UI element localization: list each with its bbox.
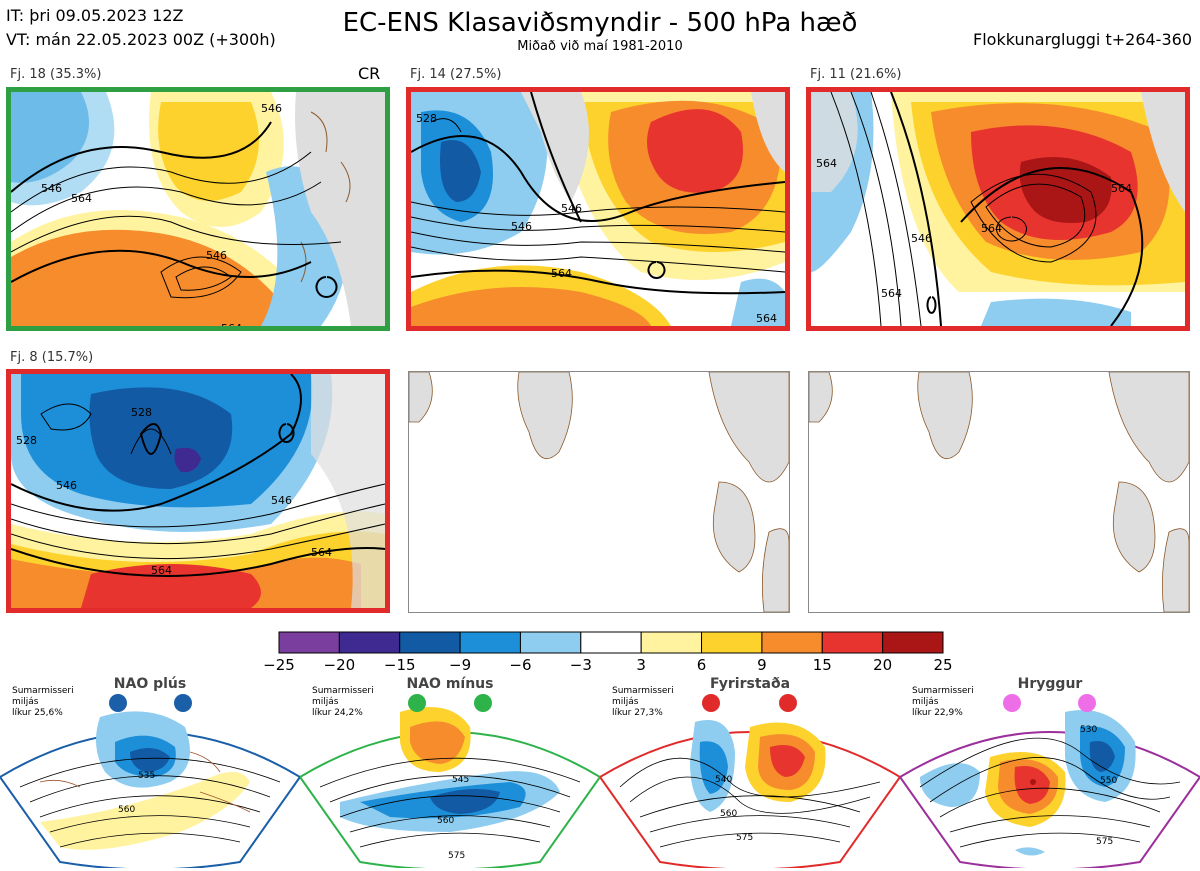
- regime2-dot-1: [408, 694, 426, 712]
- panel4-contour-b: 528: [16, 434, 37, 447]
- regime-nao-plus: 535 560 NAO plús Sumarmisseri miljás lík…: [0, 672, 300, 868]
- colorbar-tick-label: 25: [933, 656, 953, 674]
- regime2-contour-c: 575: [448, 851, 465, 861]
- panel1-contour-a: 564: [71, 192, 92, 205]
- classification-window: Flokkunargluggi t+264-360: [973, 30, 1192, 49]
- colorbar-tick-label: 20: [873, 656, 893, 674]
- regime1-contour-b: 560: [118, 805, 135, 815]
- page-title: EC-ENS Klasaviðsmyndir - 500 hPa hæð: [342, 8, 858, 38]
- regime4-contour-a: 530: [1080, 725, 1097, 735]
- cluster-map-4[interactable]: 528 528 546 546 564 564: [6, 369, 390, 613]
- regime3-dot-2: [779, 694, 797, 712]
- colorbar-segment: [701, 631, 763, 654]
- regime2-dot-2: [474, 694, 492, 712]
- panel4-contour-e: 564: [311, 546, 332, 559]
- regime4-dot-2: [1078, 694, 1096, 712]
- panel4-contour-a: 528: [131, 406, 152, 419]
- panel-label-3: Fj. 11 (21.6%): [810, 67, 902, 82]
- panel3-contour-a: 546: [911, 232, 932, 245]
- page-subtitle: Miðað við maí 1981-2010: [517, 39, 683, 54]
- regime2-note: Sumarmisseri miljás líkur 24,2%: [312, 686, 374, 718]
- regime4-dot-1: [1003, 694, 1021, 712]
- panel-label-2: Fj. 14 (27.5%): [410, 67, 502, 82]
- colorbar-segment: [459, 631, 521, 654]
- colorbar-segment: [338, 631, 401, 654]
- cluster-map-2[interactable]: 528 546 564 546 564: [406, 87, 790, 331]
- panel3-contour-e: 564: [881, 287, 902, 300]
- regime4-name: Hryggur: [1017, 676, 1083, 692]
- colorbar: [278, 631, 944, 654]
- panel4-contour-c: 546: [56, 479, 77, 492]
- regime4-contour-c: 575: [1096, 837, 1113, 847]
- panel-label-1: Fj. 18 (35.3%): [10, 67, 102, 82]
- panel2-contour-d: 546: [561, 202, 582, 215]
- regime1-dot-2: [174, 694, 192, 712]
- regime2-name: NAO mínus: [406, 676, 494, 692]
- colorbar-segment: [399, 631, 461, 654]
- regime1-contour-a: 535: [138, 771, 155, 781]
- colorbar-tick-label: −9: [449, 656, 472, 674]
- colorbar-tick-label: −20: [323, 656, 356, 674]
- panel4-contour-d: 546: [271, 494, 292, 507]
- regime2-contour-a: 545: [452, 775, 469, 785]
- regime1-note: Sumarmisseri miljás líkur 25,6%: [12, 686, 74, 718]
- colorbar-segment: [580, 631, 642, 654]
- colorbar-segment: [821, 631, 884, 654]
- panel2-contour-a: 528: [416, 112, 437, 125]
- panel2-contour-b: 546: [511, 220, 532, 233]
- regime-blocking: 540 560 575 Fyrirstaða Sumarmisseri milj…: [600, 672, 900, 868]
- colorbar-tick-label: 6: [696, 656, 707, 674]
- regime-ridge: 530 550 575 Hryggur Sumarmisseri miljás …: [900, 672, 1200, 868]
- panel3-contour-c: 564: [981, 222, 1002, 235]
- regime3-contour-b: 560: [720, 809, 737, 819]
- regime3-dot-1: [702, 694, 720, 712]
- colorbar-tick-label: −3: [569, 656, 592, 674]
- colorbar-tick-label: −6: [509, 656, 532, 674]
- regime3-note: Sumarmisseri miljás líkur 27,3%: [612, 686, 674, 718]
- panel2-contour-c: 564: [551, 267, 572, 280]
- init-time: IT: þri 09.05.2023 12Z: [6, 6, 184, 25]
- colorbar-tick-label: −25: [263, 656, 295, 674]
- valid-time: VT: mán 22.05.2023 00Z (+300h): [6, 30, 276, 49]
- colorbar-segment: [519, 631, 582, 654]
- empty-map-6: [808, 371, 1190, 613]
- panel-label-4: Fj. 8 (15.7%): [10, 350, 94, 365]
- colorbar-segment: [882, 631, 944, 654]
- colorbar-segment: [761, 631, 823, 654]
- panel3-contour-b: 564: [816, 157, 837, 170]
- regime3-contour-c: 575: [736, 833, 753, 843]
- regime-nao-minus: 545 560 575 NAO mínus Sumarmisseri miljá…: [300, 672, 600, 868]
- regime1-name: NAO plús: [113, 676, 187, 692]
- regime4-note: Sumarmisseri miljás líkur 22,9%: [912, 686, 974, 718]
- panel2-contour-e: 564: [756, 312, 777, 325]
- regime1-dot-1: [109, 694, 127, 712]
- cluster-map-1[interactable]: 564 546 546 564 546: [6, 87, 390, 331]
- empty-map-5: [408, 371, 790, 613]
- panel4-contour-f: 564: [151, 564, 172, 577]
- panel1-contour-d: 564: [221, 322, 242, 326]
- colorbar-tick-label: 15: [812, 656, 832, 674]
- colorbar-segment: [278, 631, 340, 654]
- regime4-contour-b: 550: [1100, 776, 1117, 786]
- regime3-name: Fyrirstaða: [709, 676, 791, 692]
- panel1-contour-c: 546: [206, 249, 227, 262]
- panel1-contour-e: 546: [261, 102, 282, 115]
- colorbar-tick-label: 9: [757, 656, 767, 674]
- colorbar-segment: [640, 631, 703, 654]
- panel1-contour-b: 546: [41, 182, 62, 195]
- colorbar-tick-label: 3: [636, 656, 646, 674]
- regime2-contour-b: 560: [437, 816, 454, 826]
- cr-label: CR: [358, 64, 381, 83]
- colorbar-tick-label: −15: [383, 656, 416, 674]
- cluster-map-3[interactable]: 546 564 564 564 564: [806, 87, 1190, 331]
- regime3-contour-a: 540: [715, 775, 732, 785]
- panel3-contour-d: 564: [1111, 182, 1132, 195]
